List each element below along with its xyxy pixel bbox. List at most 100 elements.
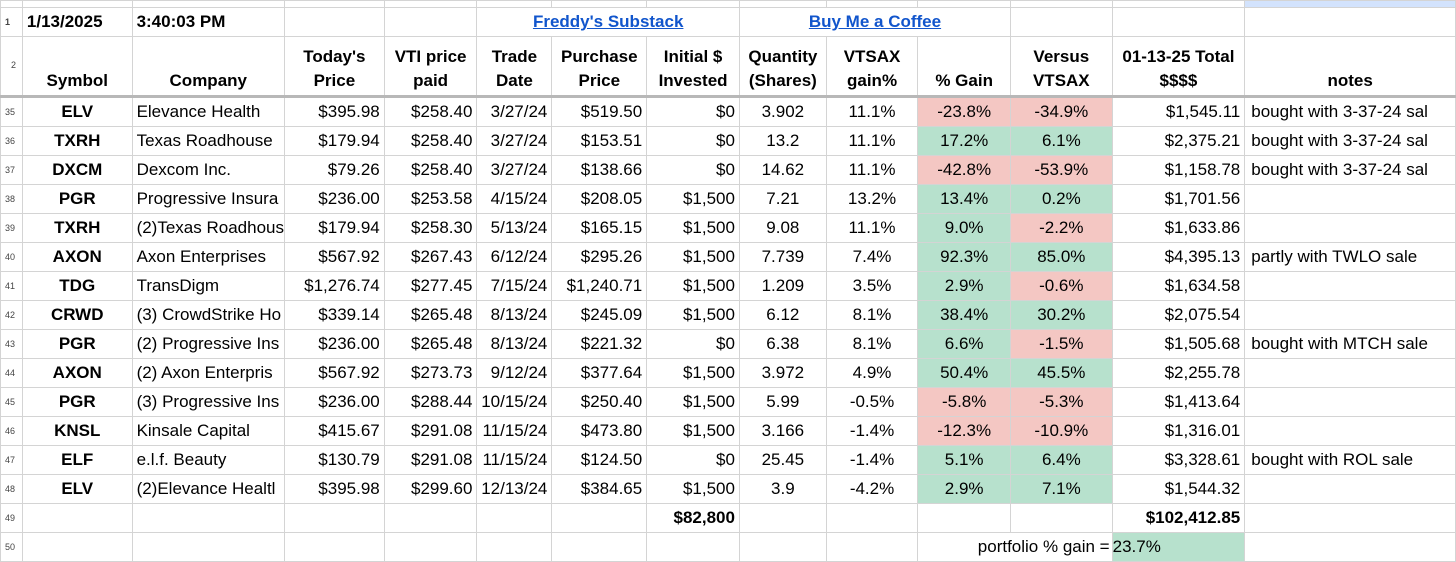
notes-cell[interactable] — [1244, 358, 1456, 388]
company-cell[interactable]: (2)Texas Roadhous — [131, 213, 285, 243]
todays-price-cell[interactable]: $179.94 — [283, 213, 385, 243]
cell[interactable] — [21, 503, 133, 533]
versus-cell[interactable]: -1.5% — [1010, 329, 1113, 359]
quantity-cell[interactable]: 7.21 — [738, 184, 827, 214]
quantity-cell[interactable]: 25.45 — [738, 445, 827, 475]
header-symbol[interactable]: Symbol — [21, 36, 133, 98]
header-vti-price[interactable]: VTI price paid — [383, 36, 478, 98]
purchase-price-cell[interactable]: $377.64 — [551, 358, 648, 388]
vti-price-cell[interactable]: $277.45 — [383, 271, 478, 301]
company-cell[interactable]: Axon Enterprises — [131, 242, 285, 272]
vtsax-gain-cell[interactable]: -0.5% — [825, 387, 919, 417]
cell[interactable] — [738, 503, 827, 533]
trade-date-cell[interactable]: 10/15/24 — [476, 387, 553, 417]
trade-date-cell[interactable]: 6/12/24 — [476, 242, 553, 272]
row-number[interactable]: 43 — [0, 329, 23, 359]
trade-date-cell[interactable]: 8/13/24 — [476, 329, 553, 359]
cell[interactable] — [131, 503, 285, 533]
trade-date-cell[interactable]: 9/12/24 — [476, 358, 553, 388]
substack-link[interactable]: Freddy's Substack — [532, 12, 684, 31]
row-number[interactable]: 35 — [0, 96, 23, 127]
vtsax-gain-cell[interactable]: 11.1% — [825, 213, 919, 243]
pct-gain-cell[interactable]: 38.4% — [917, 300, 1011, 330]
initial-cell[interactable]: $1,500 — [646, 242, 740, 272]
initial-cell[interactable]: $1,500 — [646, 213, 740, 243]
quantity-cell[interactable]: 3.166 — [738, 416, 827, 446]
row-number[interactable]: 49 — [0, 503, 23, 533]
vtsax-gain-cell[interactable]: 7.4% — [825, 242, 919, 272]
header-purchase-price[interactable]: Purchase Price — [551, 36, 648, 98]
pct-gain-cell[interactable]: 13.4% — [917, 184, 1011, 214]
total-cell[interactable]: $1,316.01 — [1111, 416, 1246, 446]
trade-date-cell[interactable]: 11/15/24 — [476, 416, 553, 446]
quantity-cell[interactable]: 5.99 — [738, 387, 827, 417]
notes-cell[interactable] — [1244, 474, 1456, 504]
todays-price-cell[interactable]: $395.98 — [283, 474, 385, 504]
cell[interactable] — [917, 503, 1011, 533]
versus-cell[interactable]: 0.2% — [1010, 184, 1113, 214]
versus-cell[interactable]: 85.0% — [1010, 242, 1113, 272]
vti-price-cell[interactable]: $299.60 — [383, 474, 478, 504]
column-header[interactable] — [825, 0, 919, 8]
pct-gain-cell[interactable]: -42.8% — [917, 155, 1011, 185]
row-number[interactable]: 1 — [0, 7, 23, 37]
pct-gain-cell[interactable]: -12.3% — [917, 416, 1011, 446]
cell[interactable] — [1111, 7, 1246, 37]
cell[interactable] — [1244, 503, 1456, 533]
initial-cell[interactable]: $1,500 — [646, 474, 740, 504]
todays-price-cell[interactable]: $79.26 — [283, 155, 385, 185]
vti-price-cell[interactable]: $258.30 — [383, 213, 478, 243]
company-cell[interactable]: e.l.f. Beauty — [131, 445, 285, 475]
symbol-cell[interactable]: AXON — [21, 358, 133, 388]
quantity-cell[interactable]: 3.902 — [738, 96, 827, 127]
cell[interactable] — [283, 7, 385, 37]
header-vtsax-gain[interactable]: VTSAX gain% — [825, 36, 919, 98]
pct-gain-cell[interactable]: 50.4% — [917, 358, 1011, 388]
row-number[interactable]: 46 — [0, 416, 23, 446]
total-cell[interactable]: $1,413.64 — [1111, 387, 1246, 417]
purchase-price-cell[interactable]: $245.09 — [551, 300, 648, 330]
quantity-cell[interactable]: 13.2 — [738, 126, 827, 156]
column-header[interactable] — [383, 0, 478, 8]
trade-date-cell[interactable]: 3/27/24 — [476, 96, 553, 127]
total-cell[interactable]: $1,158.78 — [1111, 155, 1246, 185]
versus-cell[interactable]: -0.6% — [1010, 271, 1113, 301]
symbol-cell[interactable]: PGR — [21, 184, 133, 214]
cell[interactable] — [551, 503, 648, 533]
vtsax-gain-cell[interactable]: 8.1% — [825, 329, 919, 359]
versus-cell[interactable]: 6.4% — [1010, 445, 1113, 475]
todays-price-cell[interactable]: $1,276.74 — [283, 271, 385, 301]
trade-date-cell[interactable]: 8/13/24 — [476, 300, 553, 330]
vti-price-cell[interactable]: $291.08 — [383, 416, 478, 446]
grand-total-cell[interactable]: $102,412.85 — [1111, 503, 1246, 533]
purchase-price-cell[interactable]: $165.15 — [551, 213, 648, 243]
vti-price-cell[interactable]: $253.58 — [383, 184, 478, 214]
notes-cell[interactable] — [1244, 271, 1456, 301]
purchase-price-cell[interactable]: $208.05 — [551, 184, 648, 214]
symbol-cell[interactable]: ELV — [21, 96, 133, 127]
company-cell[interactable]: Texas Roadhouse — [131, 126, 285, 156]
notes-cell[interactable] — [1244, 184, 1456, 214]
column-header[interactable] — [646, 0, 740, 8]
todays-price-cell[interactable]: $395.98 — [283, 96, 385, 127]
total-cell[interactable]: $1,634.58 — [1111, 271, 1246, 301]
todays-price-cell[interactable]: $130.79 — [283, 445, 385, 475]
notes-cell[interactable] — [1244, 416, 1456, 446]
notes-cell[interactable]: partly with TWLO sale — [1244, 242, 1456, 272]
vtsax-gain-cell[interactable]: 11.1% — [825, 96, 919, 127]
initial-cell[interactable]: $1,500 — [646, 387, 740, 417]
header-total[interactable]: 01-13-25 Total $$$$ — [1111, 36, 1246, 98]
cell[interactable] — [283, 503, 385, 533]
total-cell[interactable]: $2,075.54 — [1111, 300, 1246, 330]
vti-price-cell[interactable]: $288.44 — [383, 387, 478, 417]
cell[interactable] — [383, 7, 478, 37]
time-cell[interactable]: 3:40:03 PM — [131, 7, 285, 37]
total-cell[interactable]: $1,545.11 — [1111, 96, 1246, 127]
vti-price-cell[interactable]: $258.40 — [383, 96, 478, 127]
header-initial[interactable]: Initial $ Invested — [646, 36, 740, 98]
column-header[interactable] — [738, 0, 827, 8]
symbol-cell[interactable]: DXCM — [21, 155, 133, 185]
quantity-cell[interactable]: 9.08 — [738, 213, 827, 243]
versus-cell[interactable]: -53.9% — [1010, 155, 1113, 185]
trade-date-cell[interactable]: 11/15/24 — [476, 445, 553, 475]
